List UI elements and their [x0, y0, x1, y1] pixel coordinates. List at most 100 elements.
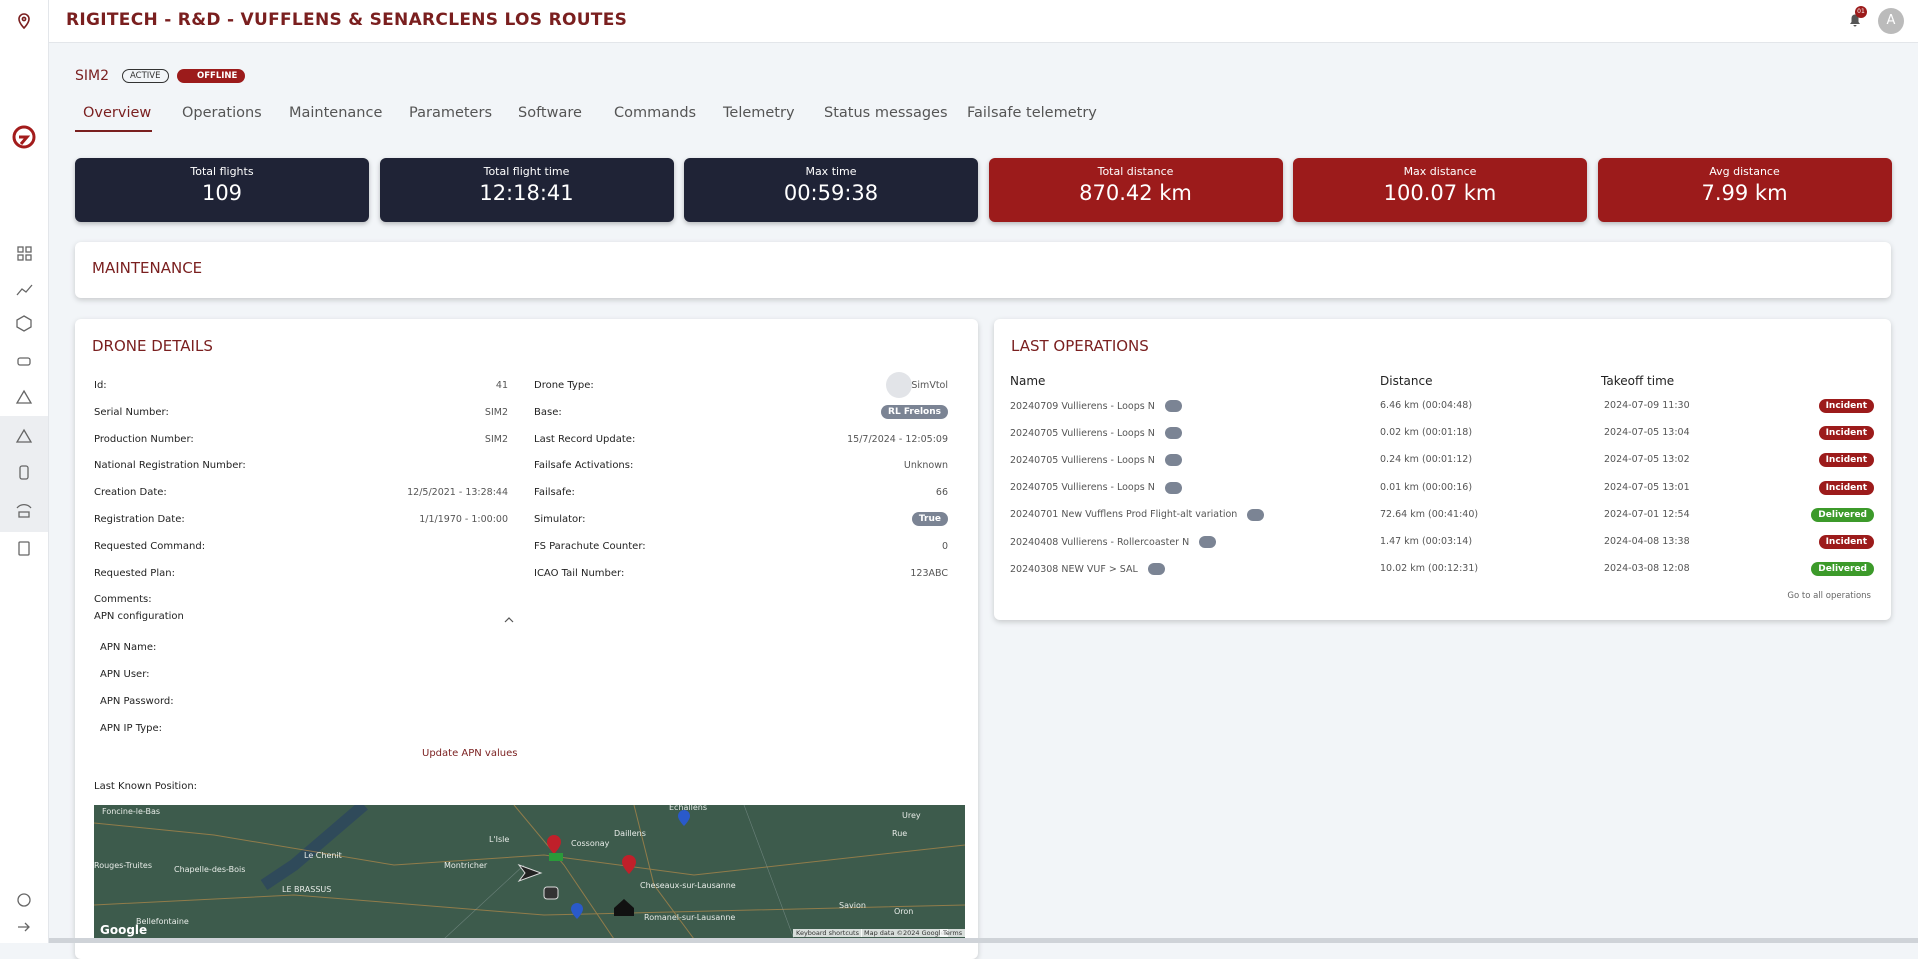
stat-label: Total flight time [483, 165, 570, 178]
field-label: Simulator: [534, 514, 586, 525]
operation-name[interactable]: 20240308 NEW VUF > SAL [1010, 563, 1138, 575]
map-place: Daillens [614, 829, 646, 838]
all-operations-link[interactable]: Go to all operations [1787, 591, 1871, 601]
operation-takeoff: 2024-07-05 13:04 [1604, 427, 1690, 439]
field-value: True [911, 512, 948, 526]
stat-card: Total distance 870.42 km [988, 158, 1283, 222]
operation-name[interactable]: 20240709 Vullierens - Loops N [1010, 400, 1155, 412]
operation-tag [1247, 508, 1265, 521]
stat-value: 109 [201, 181, 243, 205]
field-label: FS Parachute Counter: [534, 540, 646, 552]
drone-type-icon [886, 372, 912, 398]
stat-card: Max distance 100.07 km [1293, 158, 1587, 222]
map-place: Bellefontaine [136, 917, 189, 926]
tab[interactable]: Failsafe telemetry [967, 105, 1097, 121]
operation-name-cell: 20240709 Vullierens - Loops N [1010, 400, 1182, 412]
map-place: Rouges-Truites [94, 861, 153, 870]
field-value: SimVtol [911, 380, 948, 391]
drone-details-card: DRONE DETAILS Id: 41 Serial Number: SIM2 Prod… [75, 319, 978, 959]
stat-label: Total flights [190, 165, 254, 178]
map-attribution: Map data ©2024 Google [861, 929, 948, 937]
operation-name[interactable]: 20240705 Vullierens - Loops N [1010, 427, 1155, 439]
stat-card: Max time 00:59:38 [684, 158, 978, 222]
field-label: Failsafe: [534, 487, 575, 499]
map-place: Le Chenit [304, 851, 342, 860]
drone-name: SIM2 [75, 68, 110, 84]
tab[interactable]: Commands [614, 105, 697, 121]
tab[interactable]: Software [518, 105, 582, 121]
operation-takeoff: 2024-07-09 11:30 [1604, 400, 1690, 411]
operation-name-cell: 20240308 NEW VUF > SAL [1010, 563, 1165, 576]
operation-tag [1164, 427, 1182, 440]
field-value: RL Frelons [881, 404, 948, 419]
field-value: 66 [935, 487, 948, 499]
apn-title: APN configuration [94, 611, 184, 622]
tab[interactable]: Status messages [824, 105, 948, 121]
operation-name[interactable]: 20240705 Vullierens - Loops N [1010, 482, 1155, 494]
operation-tag [1164, 481, 1182, 494]
operation-name-cell: 20240705 Vullierens - Loops N [1010, 454, 1182, 467]
avatar[interactable]: A [1878, 8, 1904, 34]
stat-card: Avg distance 7.99 km [1597, 158, 1892, 222]
tab[interactable]: Maintenance [289, 105, 383, 121]
operation-distance: 0.01 km (00:00:16) [1380, 481, 1473, 493]
operation-name[interactable]: 20240408 Vullierens - Rollercoaster N [1010, 536, 1190, 548]
operation-status: Delivered [1811, 507, 1874, 522]
operation-status: Incident [1818, 399, 1874, 413]
map-place: Chapelle-des-Bois [174, 865, 246, 874]
field-label: Serial Number: [94, 406, 169, 418]
operation-status: Incident [1818, 480, 1874, 495]
field-value: 0 [941, 540, 948, 552]
operation-status: Incident [1818, 453, 1874, 468]
field-value: 41 [495, 380, 508, 391]
operation-tag [1199, 536, 1217, 548]
notification-count: 01 [1855, 6, 1867, 18]
tab[interactable]: Telemetry [723, 105, 795, 121]
header [0, 0, 1918, 43]
map-place: Savion [839, 901, 866, 910]
card-title: MAINTENANCE [92, 259, 203, 277]
operation-distance: 1.47 km (00:03:14) [1380, 536, 1473, 547]
operation-name[interactable]: 20240701 New Vufflens Prod Flight-alt va… [1010, 509, 1238, 521]
operation-name[interactable]: 20240705 Vullierens - Loops N [1010, 454, 1155, 466]
field-value: Unknown [903, 460, 948, 472]
apn-field-label: APN IP Type: [100, 723, 163, 734]
notifications[interactable] [1848, 12, 1862, 28]
column-header: Takeoff time [1601, 374, 1675, 388]
status-badge: ACTIVE [122, 69, 169, 83]
operation-takeoff: 2024-03-08 12:08 [1604, 563, 1690, 575]
stat-value: 100.07 km [1383, 181, 1497, 205]
operation-distance: 0.24 km (00:01:12) [1380, 454, 1473, 466]
field-label: Id: [94, 380, 107, 391]
field-value: 15/7/2024 - 12:05:09 [847, 433, 948, 445]
operation-tag [1147, 563, 1165, 576]
stat-label: Max distance [1403, 165, 1477, 178]
operation-name-cell: 20240705 Vullierens - Loops N [1010, 427, 1182, 440]
apn-field-label: APN Password: [100, 696, 174, 707]
apn-field-label: APN Name: [100, 642, 157, 653]
map-place: Montricher [444, 861, 488, 870]
sidebar-icons [0, 13, 48, 932]
stat-value: 870.42 km [1079, 181, 1192, 205]
card-title: DRONE DETAILS [92, 337, 213, 355]
map-attribution: Keyboard shortcuts [793, 929, 862, 937]
operation-status: Incident [1818, 426, 1874, 441]
sidebar [0, 0, 49, 943]
operation-distance: 10.02 km (00:12:31) [1380, 563, 1479, 575]
apn-update-link[interactable]: Update APN values [422, 748, 518, 759]
tab[interactable]: Operations [182, 105, 262, 121]
column-header: Distance [1380, 374, 1433, 388]
apn-toggle[interactable] [503, 610, 515, 623]
field-value: SIM2 [484, 406, 508, 418]
tab[interactable]: Overview [83, 105, 152, 121]
apn-field-label: APN User: [100, 669, 150, 680]
stat-card: Total flight time 12:18:41 [379, 158, 674, 222]
stat-value: 7.99 km [1701, 181, 1788, 205]
field-label: Requested Plan: [94, 567, 175, 579]
operation-status: Delivered [1811, 562, 1874, 577]
bell-icon [1850, 14, 1860, 27]
map-place: Cheseaux-sur-Lausanne [640, 881, 736, 890]
tab[interactable]: Parameters [409, 105, 492, 121]
stat-card: Total flights 109 [75, 158, 369, 222]
